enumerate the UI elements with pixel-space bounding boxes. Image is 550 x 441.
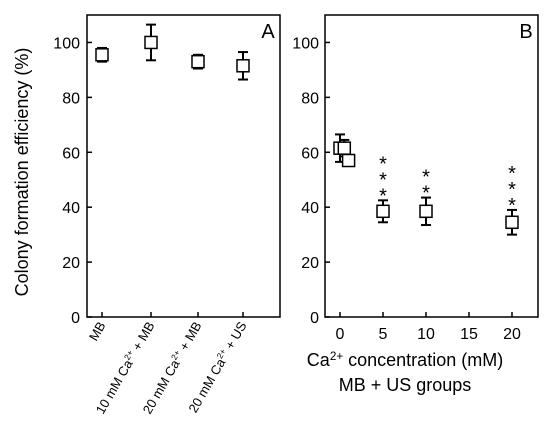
y-tick-label-b: 40: [301, 200, 319, 217]
data-point-b: [376, 204, 390, 219]
panel-label-a: A: [261, 21, 275, 43]
y-axis-label-a: Colony formation efficiency (%): [12, 48, 32, 297]
data-point-a: [144, 35, 158, 50]
y-tick-label-b: 0: [310, 310, 319, 327]
data-point-a: [95, 48, 109, 62]
y-tick-label-a: 40: [62, 200, 80, 217]
plot-frame-b: [324, 14, 539, 318]
data-point-a: [236, 59, 250, 73]
x-tick-label-b: 10: [417, 326, 435, 343]
y-tick-label-b: 60: [301, 145, 319, 162]
y-tick-label-a: 20: [62, 255, 80, 272]
significance-star: *: [422, 183, 430, 205]
y-tick-label-a: 100: [53, 35, 80, 52]
y-tick-label-a: 0: [71, 310, 80, 327]
x-axis-label-b-2: MB + US groups: [339, 375, 472, 395]
data-point-b: [419, 204, 433, 219]
significance-star: *: [379, 185, 387, 207]
significance-star: *: [508, 163, 516, 185]
plot-frame-a: [86, 14, 281, 318]
y-tick-label-b: 100: [292, 35, 319, 52]
data-point-a: [191, 54, 205, 69]
significance-star: *: [379, 153, 387, 175]
y-tick-label-b: 80: [301, 90, 319, 107]
panel-label-b: B: [519, 21, 532, 43]
category-label-a: MB: [86, 319, 109, 343]
significance-star: *: [422, 167, 430, 189]
y-tick-label-b: 20: [301, 255, 319, 272]
data-point-b: [341, 153, 356, 168]
significance-star: *: [508, 179, 516, 201]
x-tick-label-b: 0: [336, 326, 345, 343]
x-tick-label-b: 15: [460, 326, 478, 343]
y-tick-label-a: 60: [62, 145, 80, 162]
data-point-b: [337, 141, 352, 155]
significance-star: *: [379, 169, 387, 191]
data-point-b: [505, 215, 519, 230]
x-tick-label-b: 5: [379, 326, 388, 343]
x-tick-label-b: 20: [503, 326, 521, 343]
y-tick-label-a: 80: [62, 90, 80, 107]
x-axis-label-b: Ca2+ concentration (mM): [307, 350, 503, 371]
significance-star: *: [508, 195, 516, 217]
